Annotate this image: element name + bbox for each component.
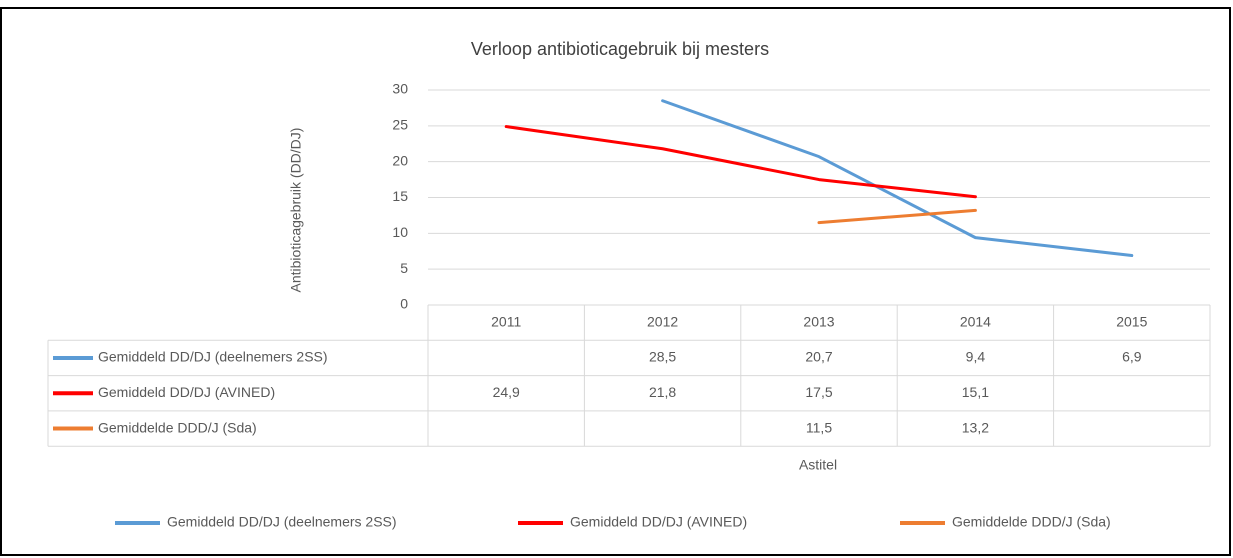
x-axis-title: Astitel	[799, 457, 837, 473]
chart-border	[0, 7, 1231, 556]
data-label: 13,2	[962, 419, 989, 435]
data-label: 11,5	[806, 419, 832, 435]
series-line	[504, 125, 977, 199]
chart-title: Verloop antibioticagebruik bij mesters	[471, 39, 769, 59]
legend-label: Gemiddeld DD/DJ (deelnemers 2SS)	[167, 514, 397, 530]
table-series-name: Gemiddeld DD/DJ (AVINED)	[98, 384, 275, 400]
y-tick-label: 10	[392, 224, 408, 240]
data-label: 9,4	[966, 349, 986, 365]
x-tick-label: 2014	[960, 313, 991, 329]
data-label: 20,7	[805, 349, 832, 365]
table-series-name: Gemiddeld DD/DJ (deelnemers 2SS)	[98, 349, 328, 365]
legend-label: Gemiddelde DDD/J (Sda)	[952, 514, 1111, 530]
data-label: 21,8	[649, 384, 676, 400]
y-tick-label: 5	[400, 260, 408, 276]
series-line	[661, 99, 1134, 258]
y-axis-title: Antibioticagebruik (DD/DJ)	[288, 128, 304, 293]
data-label: 6,9	[1122, 349, 1142, 365]
y-tick-label: 15	[392, 188, 408, 204]
data-label: 24,9	[493, 384, 520, 400]
series-line	[817, 208, 977, 225]
x-tick-label: 2011	[491, 313, 521, 329]
y-tick-label: 30	[392, 81, 408, 97]
table-series-name: Gemiddelde DDD/J (Sda)	[98, 419, 257, 435]
data-label: 28,5	[649, 349, 676, 365]
data-label: 15,1	[962, 384, 989, 400]
legend-label: Gemiddeld DD/DJ (AVINED)	[570, 514, 747, 530]
y-tick-label: 0	[400, 296, 408, 312]
y-tick-label: 25	[392, 117, 408, 133]
x-tick-label: 2013	[803, 313, 834, 329]
x-tick-label: 2012	[647, 313, 678, 329]
data-label: 17,5	[805, 384, 832, 400]
y-tick-label: 20	[392, 152, 408, 168]
x-tick-label: 2015	[1116, 313, 1147, 329]
